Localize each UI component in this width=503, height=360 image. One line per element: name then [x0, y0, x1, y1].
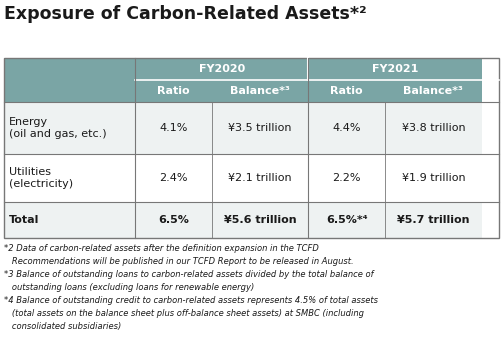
Bar: [4, 202, 135, 238]
Text: 6.5%*⁴: 6.5%*⁴: [326, 215, 368, 225]
Text: FY2021: FY2021: [372, 64, 418, 74]
Bar: [308, 80, 385, 102]
Bar: [4, 58, 499, 238]
Bar: [4, 80, 135, 102]
Text: ¥3.8 trillion: ¥3.8 trillion: [401, 123, 465, 133]
Text: FY2020: FY2020: [199, 64, 245, 74]
Text: ¥5.6 trillion: ¥5.6 trillion: [224, 215, 296, 225]
Text: Ratio: Ratio: [330, 86, 363, 96]
Text: 4.4%: 4.4%: [332, 123, 361, 133]
Bar: [385, 202, 482, 238]
Bar: [385, 154, 482, 202]
Text: ¥3.5 trillion: ¥3.5 trillion: [228, 123, 292, 133]
Bar: [212, 202, 308, 238]
Bar: [308, 102, 385, 154]
Bar: [135, 58, 308, 80]
Text: Recommendations will be published in our TCFD Report to be released in August.: Recommendations will be published in our…: [4, 257, 354, 266]
Text: 2.2%: 2.2%: [332, 173, 361, 183]
Bar: [135, 154, 212, 202]
Text: consolidated subsidiaries): consolidated subsidiaries): [4, 322, 121, 331]
Text: 6.5%: 6.5%: [158, 215, 189, 225]
Bar: [385, 80, 482, 102]
Bar: [212, 102, 308, 154]
Text: Ratio: Ratio: [157, 86, 190, 96]
Text: Energy
(oil and gas, etc.): Energy (oil and gas, etc.): [9, 117, 107, 139]
Bar: [135, 102, 212, 154]
Text: Utilities
(electricity): Utilities (electricity): [9, 167, 73, 189]
Bar: [135, 202, 212, 238]
Text: 4.1%: 4.1%: [159, 123, 188, 133]
Bar: [135, 80, 212, 102]
Text: (total assets on the balance sheet plus off-balance sheet assets) at SMBC (inclu: (total assets on the balance sheet plus …: [4, 309, 364, 318]
Text: ¥2.1 trillion: ¥2.1 trillion: [228, 173, 292, 183]
Text: Exposure of Carbon-Related Assets*²: Exposure of Carbon-Related Assets*²: [4, 5, 367, 23]
Text: Balance*³: Balance*³: [230, 86, 290, 96]
Bar: [4, 58, 135, 80]
Bar: [212, 80, 308, 102]
Bar: [4, 154, 135, 202]
Text: 2.4%: 2.4%: [159, 173, 188, 183]
Bar: [4, 102, 135, 154]
Bar: [308, 154, 385, 202]
Text: *4 Balance of outstanding credit to carbon-related assets represents 4.5% of tot: *4 Balance of outstanding credit to carb…: [4, 296, 378, 305]
Bar: [212, 154, 308, 202]
Text: ¥1.9 trillion: ¥1.9 trillion: [401, 173, 465, 183]
Text: *3 Balance of outstanding loans to carbon-related assets divided by the total ba: *3 Balance of outstanding loans to carbo…: [4, 270, 374, 279]
Text: Balance*³: Balance*³: [403, 86, 463, 96]
Text: *2 Data of carbon-related assets after the definition expansion in the TCFD: *2 Data of carbon-related assets after t…: [4, 244, 319, 253]
Text: Total: Total: [9, 215, 39, 225]
Text: ¥5.7 trillion: ¥5.7 trillion: [397, 215, 470, 225]
Bar: [385, 102, 482, 154]
Bar: [308, 58, 482, 80]
Text: outstanding loans (excluding loans for renewable energy): outstanding loans (excluding loans for r…: [4, 283, 254, 292]
Bar: [308, 202, 385, 238]
